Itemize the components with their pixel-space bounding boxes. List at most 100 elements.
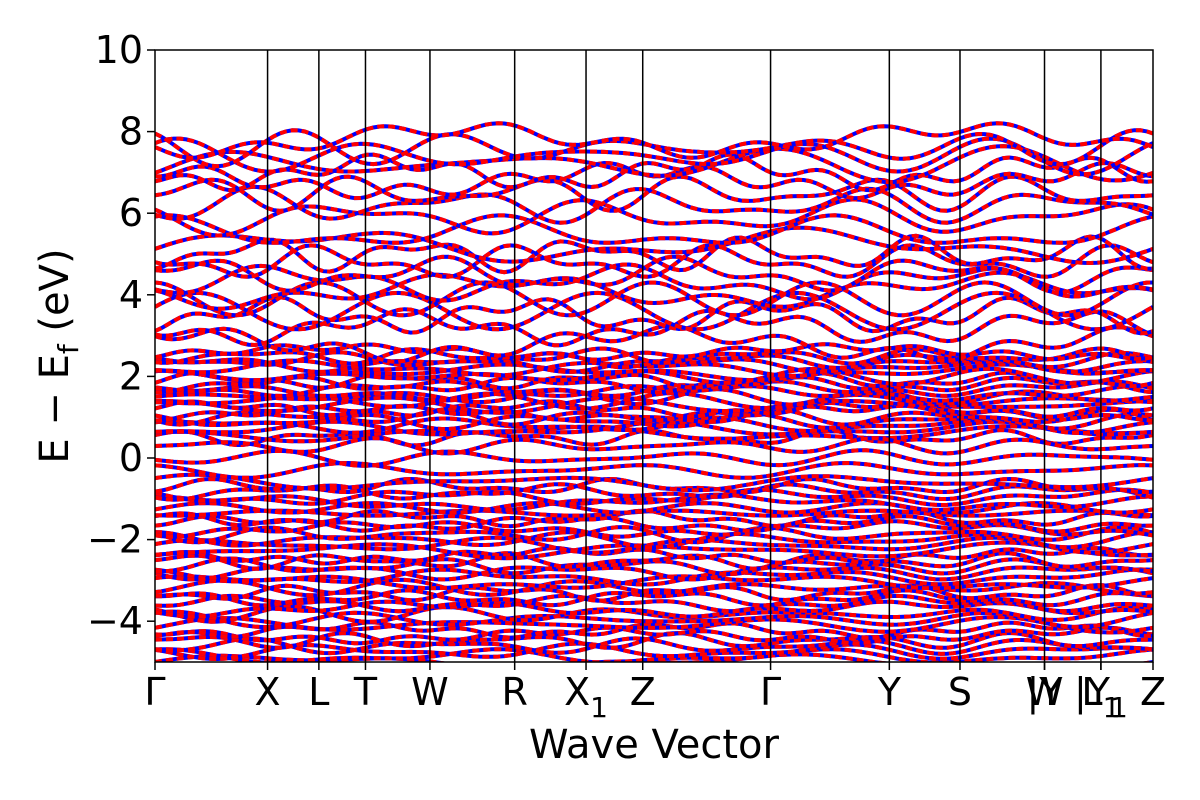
x-tick-label-main: |Y bbox=[1027, 670, 1064, 715]
band-line-red bbox=[155, 588, 1153, 608]
band-line-red bbox=[155, 375, 1153, 395]
x-tick-label: W bbox=[1026, 670, 1064, 714]
y-tick-label: 0 bbox=[119, 436, 143, 480]
band-line-blue bbox=[155, 460, 1153, 480]
band-line-red bbox=[155, 487, 1153, 508]
band-line-red bbox=[155, 233, 1153, 275]
band-line-red bbox=[155, 254, 1153, 295]
band-line-red bbox=[155, 213, 1153, 245]
band-line-red bbox=[155, 545, 1153, 566]
x-tick-label-main: X bbox=[255, 670, 281, 714]
band-line-red bbox=[155, 384, 1153, 403]
band-line-red bbox=[155, 609, 1153, 630]
x-tick-label: |Y bbox=[1027, 670, 1064, 715]
band-line-red bbox=[155, 387, 1153, 407]
band-line-red bbox=[155, 395, 1153, 415]
band-line-red bbox=[155, 460, 1153, 480]
y-tick-label: 6 bbox=[119, 191, 143, 235]
band-line-red bbox=[155, 407, 1153, 427]
band-line-red bbox=[155, 472, 1153, 493]
kpoint-lines bbox=[266, 50, 1102, 662]
y-axis-title-unit: (eV) bbox=[32, 248, 78, 344]
y-tick-label: 4 bbox=[119, 273, 143, 317]
band-line-red bbox=[155, 399, 1153, 419]
band-line-red bbox=[155, 295, 1153, 336]
band-line-red bbox=[155, 551, 1153, 571]
band-line-red bbox=[155, 647, 1153, 662]
band-line-red bbox=[155, 636, 1153, 656]
band-line-red bbox=[155, 574, 1153, 591]
x-tick-label: R bbox=[501, 670, 527, 714]
x-tick-label-main: Y bbox=[877, 670, 902, 714]
y-tick-label: 2 bbox=[119, 354, 143, 398]
x-tick-label: X bbox=[255, 670, 281, 714]
x-tick-label-main: Γ bbox=[144, 670, 165, 714]
band-line-red bbox=[155, 535, 1153, 555]
band-line-red bbox=[155, 641, 1153, 662]
y-tick-label: −2 bbox=[87, 518, 143, 562]
x-tick-label: W bbox=[411, 670, 449, 714]
band-line-red bbox=[155, 174, 1153, 213]
band-line-red bbox=[155, 144, 1153, 185]
x-tick-label: Γ bbox=[760, 670, 781, 714]
x-tick-label: |Y1 bbox=[1074, 670, 1128, 724]
band-line-red bbox=[155, 243, 1153, 279]
y-axis-title-sub: f bbox=[52, 343, 85, 354]
x-axis-title: Wave Vector bbox=[529, 722, 780, 768]
band-line-red bbox=[155, 525, 1153, 545]
x-tick-label-sub: 1 bbox=[1110, 691, 1128, 724]
band-line-red bbox=[155, 342, 1153, 362]
x-ticks: Γ X L T W R X1 Z Γ Y S W|Y L1|Y1 Z bbox=[144, 662, 1166, 724]
band-line-red bbox=[155, 583, 1153, 603]
x-tick-label-main: Z bbox=[630, 670, 656, 714]
x-tick-label-main: |Y bbox=[1074, 670, 1111, 715]
x-tick-label: L bbox=[308, 670, 329, 714]
x-tick-label-main: T bbox=[353, 670, 378, 714]
band-line-red bbox=[155, 599, 1153, 619]
x-tick-label-main: S bbox=[948, 670, 972, 714]
bands-layer bbox=[155, 121, 1153, 662]
y-tick-label: 10 bbox=[95, 28, 143, 72]
band-line-red bbox=[155, 556, 1153, 577]
band-line-red bbox=[155, 501, 1153, 515]
band-line-blue bbox=[155, 197, 1153, 238]
x-tick-label: S bbox=[948, 670, 972, 714]
x-tick-label-sub: 1 bbox=[590, 691, 608, 724]
x-tick-label: Z bbox=[1140, 670, 1166, 714]
band-line-red bbox=[155, 290, 1153, 332]
band-line-red bbox=[155, 121, 1153, 160]
x-tick-label: T bbox=[353, 670, 378, 714]
band-line-red bbox=[155, 346, 1153, 366]
x-tick-label-main: Z bbox=[1140, 670, 1166, 714]
x-tick-label-main: L bbox=[308, 670, 329, 714]
band-line-red bbox=[155, 152, 1153, 193]
x-tick-label-main: W bbox=[411, 670, 449, 714]
band-line-red bbox=[155, 577, 1153, 598]
band-line-red bbox=[155, 625, 1153, 646]
x-tick-label-main: L bbox=[1081, 670, 1102, 714]
band-line-red bbox=[155, 482, 1153, 502]
y-tick-label: −4 bbox=[87, 599, 143, 643]
band-line-red bbox=[155, 492, 1153, 512]
band-line-red bbox=[155, 436, 1153, 456]
x-tick-label-main: X bbox=[564, 670, 590, 714]
band-line-red bbox=[155, 508, 1153, 529]
plot-frame bbox=[154, 49, 1154, 663]
y-axis-title: E − Ef (eV) bbox=[32, 248, 85, 463]
band-line-red bbox=[155, 184, 1153, 225]
x-tick-label-main: Γ bbox=[760, 670, 781, 714]
y-ticks: 10 8 6 4 2 0 −2 −4 bbox=[87, 28, 155, 643]
band-line-red bbox=[155, 567, 1153, 587]
band-line-red bbox=[155, 370, 1153, 391]
y-tick-label: 8 bbox=[119, 110, 143, 154]
band-line-red bbox=[155, 448, 1153, 468]
band-line-red bbox=[155, 307, 1153, 348]
band-line-red bbox=[155, 270, 1153, 311]
band-line-red bbox=[155, 424, 1153, 444]
x-tick-label: L1 bbox=[1081, 670, 1120, 724]
band-line-red bbox=[155, 323, 1153, 364]
x-tick-label: Y bbox=[877, 670, 902, 714]
band-line-red bbox=[155, 614, 1153, 635]
x-tick-label: Γ bbox=[144, 670, 165, 714]
